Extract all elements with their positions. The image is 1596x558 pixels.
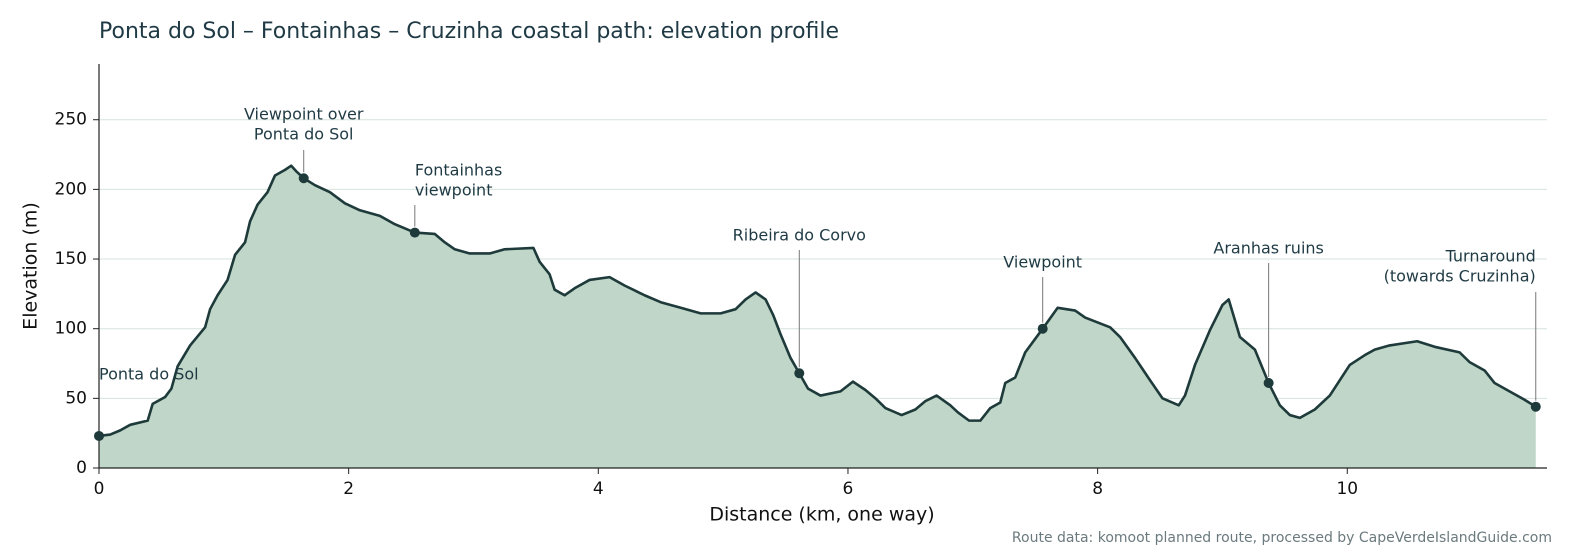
waypoint-marker xyxy=(1263,378,1274,389)
y-tick-label: 250 xyxy=(55,110,87,130)
annotation-label: Turnaround xyxy=(1445,247,1536,266)
annotation-label: Viewpoint over xyxy=(244,105,364,124)
area xyxy=(99,165,1536,469)
chart-title: Ponta do Sol – Fontainhas – Cruzinha coa… xyxy=(99,19,839,44)
x-tick-label: 10 xyxy=(1336,479,1358,499)
y-axis-label: Elevation (m) xyxy=(20,202,42,330)
x-tick-label: 6 xyxy=(843,479,854,499)
waypoint-marker xyxy=(298,173,309,184)
source-note: Route data: komoot planned route, proces… xyxy=(1012,530,1552,546)
annotation-label: viewpoint xyxy=(415,181,493,200)
y-tick-label: 150 xyxy=(55,249,87,269)
y-tick-label: 200 xyxy=(55,179,87,199)
waypoint-marker xyxy=(794,368,805,379)
x-tick-label: 0 xyxy=(94,479,105,499)
annotation-label: Viewpoint xyxy=(1003,253,1082,272)
x-tick-label: 8 xyxy=(1092,479,1103,499)
x-tick-label: 4 xyxy=(593,479,604,499)
x-axis-label: Distance (km, one way) xyxy=(709,504,934,526)
elevation-line xyxy=(98,164,1537,438)
annotation-label: (towards Cruzinha) xyxy=(1384,267,1536,286)
annotation-label: Ribeira do Corvo xyxy=(733,226,866,245)
waypoint-marker xyxy=(1037,323,1048,334)
annotation-label: Ponta do Sol xyxy=(99,365,199,384)
y-tick-label: 50 xyxy=(65,388,87,408)
y-tick-label: 100 xyxy=(55,319,87,339)
annotation-label: Aranhas ruins xyxy=(1213,239,1323,258)
waypoint-marker xyxy=(94,430,104,441)
x-tick-label: 2 xyxy=(343,479,354,499)
waypoint-marker xyxy=(1530,401,1541,412)
annotation-label: Ponta do Sol xyxy=(254,125,354,144)
waypoint-marker xyxy=(409,227,420,238)
annotation-label: Fontainhas xyxy=(415,161,503,180)
y-tick-label: 0 xyxy=(76,458,87,478)
